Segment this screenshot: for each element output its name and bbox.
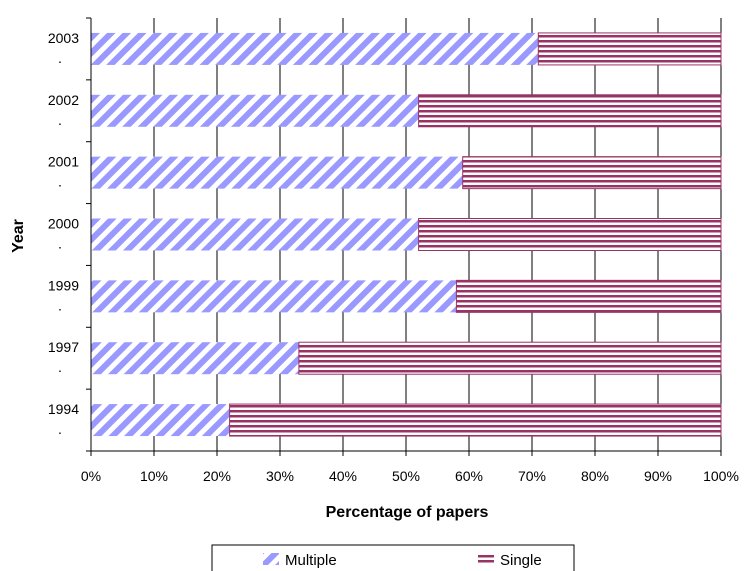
legend-item-single: Single [478, 552, 542, 569]
y-tick-label: 2001 [48, 154, 79, 170]
bar-multiple-1997 [91, 342, 299, 375]
bar-multiple-1994 [91, 404, 230, 437]
x-tick-label: 60% [455, 468, 483, 484]
y-tick-label: 2002 [48, 92, 79, 108]
x-tick-label: 50% [392, 468, 420, 484]
x-tick-label: 80% [581, 468, 609, 484]
y-tick-label-dot: . [58, 359, 62, 375]
legend: Multiple Single [211, 544, 575, 571]
x-tick-label: 90% [644, 468, 672, 484]
y-tick-label-dot: . [58, 50, 62, 66]
y-tick-label: 1999 [48, 277, 79, 293]
x-tick-label: 30% [266, 468, 294, 484]
legend-swatch-multiple [263, 553, 279, 565]
x-tick-label: 100% [703, 468, 739, 484]
bar-multiple-2003 [91, 32, 539, 65]
y-tick-label: 1994 [48, 401, 79, 417]
legend-swatch-single [478, 553, 494, 565]
x-tick-label: 70% [518, 468, 546, 484]
x-tick-label: 40% [329, 468, 357, 484]
legend-item-multiple: Multiple [263, 552, 337, 569]
bar-single-1997 [298, 341, 722, 375]
x-axis-title: Percentage of papers [326, 504, 489, 521]
bar-single-1994 [229, 403, 722, 437]
bar-multiple-2002 [91, 94, 419, 127]
x-tick-label: 0% [81, 468, 101, 484]
y-tick-label: 2000 [48, 216, 79, 232]
bar-single-2003 [537, 32, 722, 66]
y-tick-label-dot: . [58, 297, 62, 313]
legend-label-single: Single [500, 552, 542, 569]
legend-label-multiple: Multiple [285, 552, 337, 569]
bar-single-2002 [418, 94, 722, 128]
y-tick-label-dot: . [58, 236, 62, 252]
y-axis-title: Year [10, 219, 27, 253]
bar-single-2000 [418, 218, 722, 251]
bar-multiple-1999 [91, 280, 457, 313]
x-tick-label: 20% [203, 468, 231, 484]
y-tick-label-dot: . [58, 112, 62, 128]
bar-multiple-2001 [91, 156, 463, 189]
bar-single-2001 [462, 156, 722, 190]
bar-multiple-2000 [91, 218, 419, 251]
bars [91, 32, 722, 437]
y-tick-label: 1997 [48, 339, 79, 355]
y-tick-label-dot: . [58, 174, 62, 190]
bar-single-1999 [455, 279, 722, 313]
y-tick-label-dot: . [58, 421, 62, 437]
y-tick-label: 2003 [48, 30, 79, 46]
axes: 0% 10% 20% 30% 40% 50% 60% 70% 80% 90% 100% 2003. 20… [48, 17, 739, 484]
x-tick-label: 10% [140, 468, 168, 484]
